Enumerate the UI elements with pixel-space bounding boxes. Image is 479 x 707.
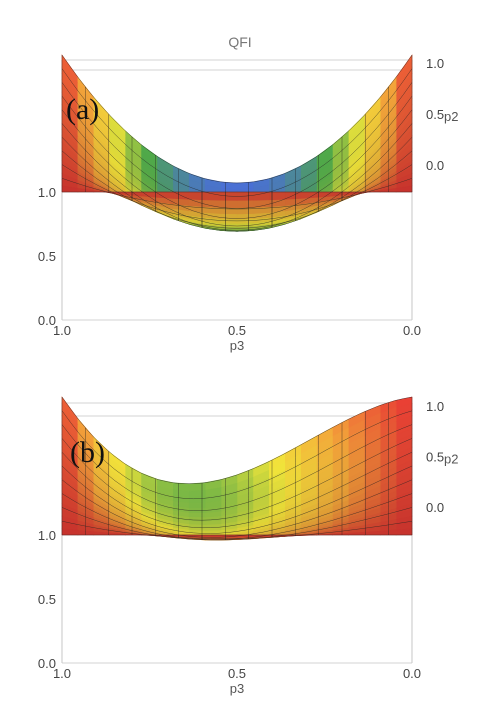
y-tick-label: 0.0 <box>426 158 444 173</box>
y-tick-label: 0.0 <box>426 500 444 515</box>
surface-mesh <box>62 397 412 540</box>
surface-mesh <box>62 55 412 231</box>
x-tick-label: 1.0 <box>53 323 71 338</box>
surface-patch <box>269 199 285 206</box>
surface-patch <box>157 192 173 198</box>
surface-patch <box>205 207 221 214</box>
panel-label-b: (b) <box>70 436 105 469</box>
y-tick-label: 0.5 <box>426 107 444 122</box>
z-tick-label: 1.0 <box>38 185 56 200</box>
x-tick-label: 0.0 <box>403 323 421 338</box>
z-tick-label: 1.0 <box>38 528 56 543</box>
surface-patch <box>189 503 205 508</box>
surface-patch <box>205 535 221 537</box>
x-tick-label: 0.5 <box>228 323 246 338</box>
surface-patch <box>189 192 205 200</box>
z-tick-label: 0.5 <box>38 249 56 264</box>
y-tick-label: 1.0 <box>426 399 444 414</box>
surface-patch <box>301 192 317 198</box>
panel-label-a: (a) <box>66 93 99 126</box>
surface-patch <box>237 200 253 207</box>
y-tick-label: 0.5 <box>426 450 444 465</box>
surface-patch <box>189 490 205 497</box>
plot-title: QFI <box>228 34 251 50</box>
y-axis-label: p2 <box>444 452 458 467</box>
surface-patch <box>253 207 269 214</box>
x-tick-label: 0.5 <box>228 666 246 681</box>
surface-patch <box>253 192 269 200</box>
x-axis-label: p3 <box>230 681 244 696</box>
y-tick-label: 1.0 <box>426 56 444 71</box>
x-tick-label: 0.0 <box>403 666 421 681</box>
surface-patch <box>189 199 205 206</box>
surface-patch <box>269 192 285 200</box>
x-tick-label: 1.0 <box>53 666 71 681</box>
surface-patch <box>396 529 412 535</box>
surface-patch <box>221 200 237 207</box>
y-axis-label: p2 <box>444 109 458 124</box>
x-axis-label: p3 <box>230 338 244 353</box>
surface-patch <box>189 508 205 513</box>
surface-patch <box>380 530 396 535</box>
surface-patch <box>205 192 221 200</box>
surface-patch <box>189 513 205 518</box>
surface-patch <box>189 497 205 503</box>
z-tick-label: 0.5 <box>38 592 56 607</box>
